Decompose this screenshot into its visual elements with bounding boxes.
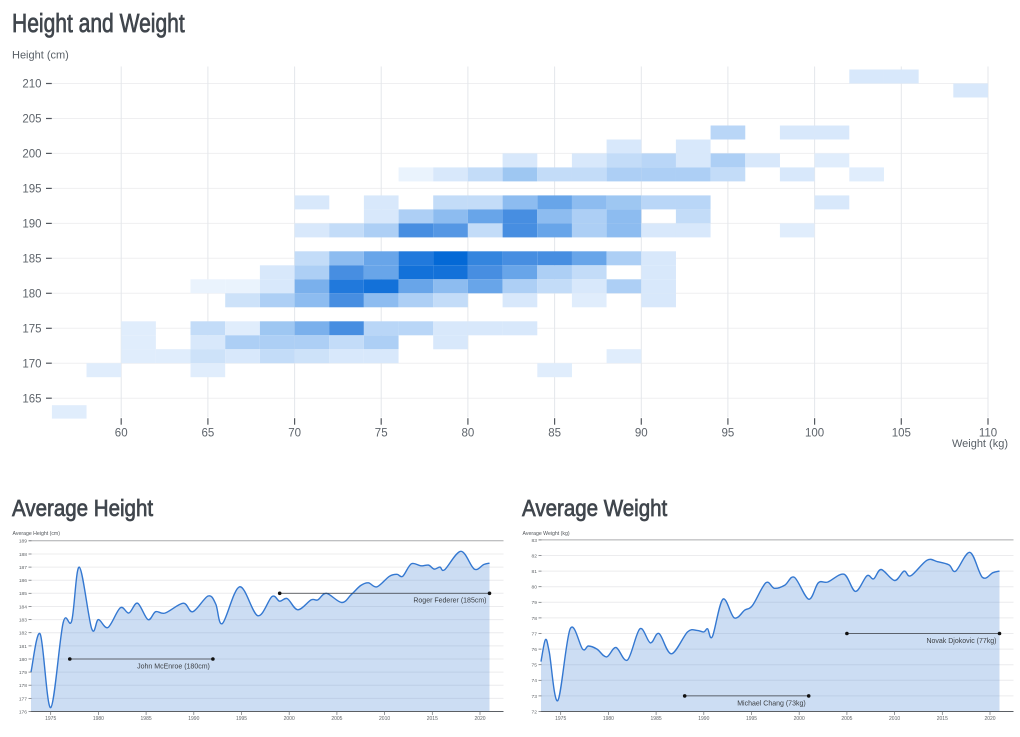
svg-text:95: 95 <box>722 428 735 440</box>
svg-text:85: 85 <box>548 428 561 440</box>
svg-text:2000: 2000 <box>794 716 805 722</box>
svg-text:181: 181 <box>19 644 27 650</box>
svg-text:1990: 1990 <box>188 716 199 722</box>
svg-text:1985: 1985 <box>141 716 152 722</box>
svg-text:1990: 1990 <box>698 716 709 722</box>
svg-text:179: 179 <box>19 670 27 676</box>
svg-text:186: 186 <box>19 578 27 584</box>
svg-text:200: 200 <box>22 149 41 161</box>
svg-text:190: 190 <box>22 219 41 231</box>
svg-text:180: 180 <box>22 289 41 301</box>
svg-text:83: 83 <box>532 538 538 544</box>
svg-text:2005: 2005 <box>331 716 342 722</box>
svg-text:74: 74 <box>532 678 538 684</box>
svg-text:205: 205 <box>22 114 41 126</box>
svg-text:2020: 2020 <box>474 716 485 722</box>
svg-text:Weight (kg): Weight (kg) <box>952 438 1008 450</box>
svg-text:73: 73 <box>532 694 538 700</box>
svg-text:76: 76 <box>532 647 538 653</box>
svg-text:189: 189 <box>19 539 27 545</box>
svg-text:Average Weight (kg): Average Weight (kg) <box>523 531 570 537</box>
svg-text:70: 70 <box>288 428 301 440</box>
svg-text:183: 183 <box>19 618 27 624</box>
svg-text:110: 110 <box>979 428 997 440</box>
svg-text:182: 182 <box>19 631 27 637</box>
svg-text:Michael Chang (73kg): Michael Chang (73kg) <box>737 700 805 707</box>
svg-text:185: 185 <box>19 591 27 597</box>
svg-text:178: 178 <box>19 683 27 689</box>
svg-text:65: 65 <box>202 428 215 440</box>
svg-text:77: 77 <box>532 631 538 637</box>
svg-text:75: 75 <box>375 428 388 440</box>
svg-text:John McEnroe (180cm): John McEnroe (180cm) <box>137 663 210 670</box>
svg-text:78: 78 <box>532 616 538 622</box>
svg-text:195: 195 <box>22 184 41 196</box>
svg-text:80: 80 <box>462 428 475 440</box>
svg-text:72: 72 <box>532 709 538 715</box>
svg-text:210: 210 <box>22 79 41 91</box>
svg-text:60: 60 <box>115 428 128 440</box>
svg-text:2000: 2000 <box>284 716 295 722</box>
svg-text:175: 175 <box>22 324 41 336</box>
svg-text:1985: 1985 <box>651 716 662 722</box>
svg-text:1975: 1975 <box>555 716 566 722</box>
svg-text:1995: 1995 <box>236 716 247 722</box>
svg-text:187: 187 <box>19 565 27 571</box>
svg-text:100: 100 <box>805 428 824 440</box>
svg-text:1980: 1980 <box>93 716 104 722</box>
svg-text:1975: 1975 <box>45 716 56 722</box>
svg-text:2015: 2015 <box>427 716 438 722</box>
svg-text:188: 188 <box>19 552 27 558</box>
svg-text:185: 185 <box>22 254 41 266</box>
svg-text:81: 81 <box>532 569 538 575</box>
svg-text:Average Height (cm): Average Height (cm) <box>13 531 61 537</box>
svg-text:184: 184 <box>19 604 27 610</box>
svg-text:165: 165 <box>22 393 41 405</box>
svg-text:2010: 2010 <box>379 716 390 722</box>
svg-text:75: 75 <box>532 663 538 669</box>
svg-text:82: 82 <box>532 553 538 559</box>
svg-text:2020: 2020 <box>984 716 995 722</box>
svg-text:105: 105 <box>892 428 911 440</box>
svg-text:1995: 1995 <box>746 716 757 722</box>
svg-text:1980: 1980 <box>603 716 614 722</box>
svg-text:2010: 2010 <box>889 716 900 722</box>
svg-text:90: 90 <box>635 428 648 440</box>
svg-text:176: 176 <box>19 709 27 715</box>
svg-text:170: 170 <box>22 358 41 370</box>
svg-text:Height (cm): Height (cm) <box>12 50 69 62</box>
svg-text:180: 180 <box>19 657 27 663</box>
svg-text:80: 80 <box>532 585 538 591</box>
svg-text:79: 79 <box>532 600 538 606</box>
svg-text:2005: 2005 <box>841 716 852 722</box>
svg-text:2015: 2015 <box>937 716 948 722</box>
svg-text:177: 177 <box>19 696 27 702</box>
svg-text:Novak Djokovic (77kg): Novak Djokovic (77kg) <box>926 638 996 645</box>
svg-text:Roger Federer (185cm): Roger Federer (185cm) <box>413 598 486 605</box>
